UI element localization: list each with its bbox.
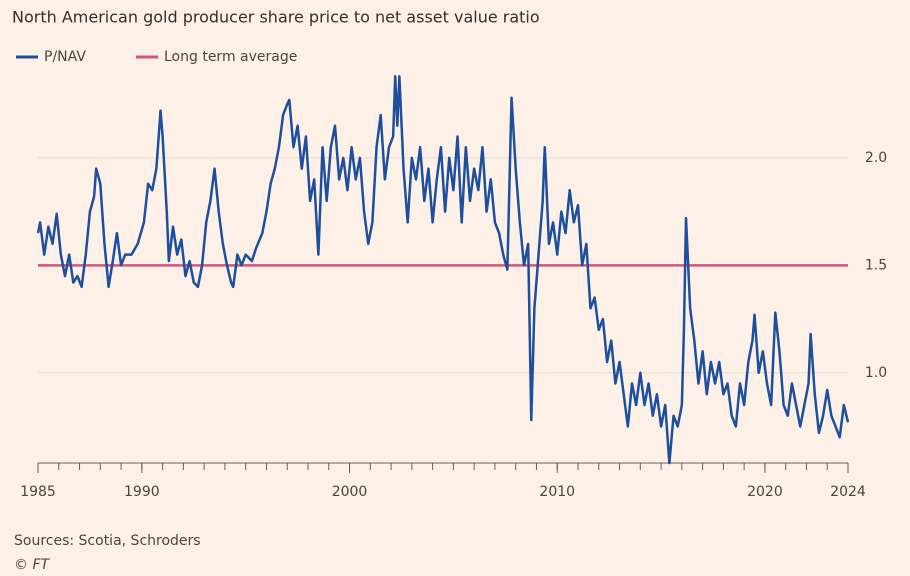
x-tick-label: 2024 <box>830 484 866 500</box>
legend-label: P/NAV <box>44 49 86 65</box>
legend-label: Long term average <box>164 49 297 65</box>
y-tick-label: 1.0 <box>865 365 887 381</box>
x-tick-label: 2000 <box>332 484 368 500</box>
y-tick-label: 2.0 <box>865 150 887 166</box>
x-tick-label: 1990 <box>124 484 160 500</box>
y-tick-label: 1.5 <box>865 257 887 273</box>
x-tick-label: 2020 <box>747 484 783 500</box>
data-line <box>36 75 850 465</box>
x-tick-label: 1985 <box>20 484 56 500</box>
x-tick-label: 2010 <box>539 484 575 500</box>
chart-title: North American gold producer share price… <box>12 8 540 27</box>
source: Sources: Scotia, Schroders <box>14 533 201 549</box>
credit: © FT <box>14 557 51 573</box>
